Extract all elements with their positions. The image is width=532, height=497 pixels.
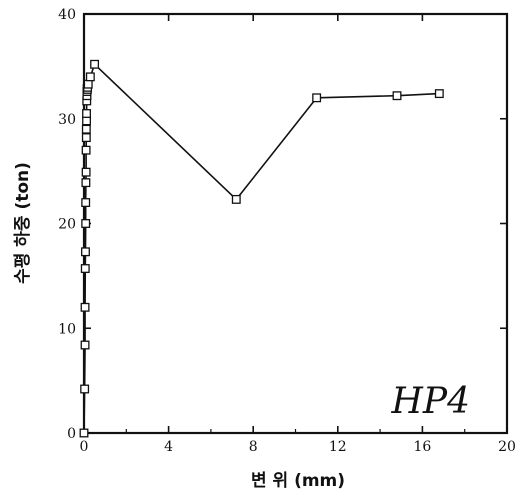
data-point <box>81 133 91 143</box>
x-tick-label: 12 <box>329 439 347 455</box>
axes <box>82 12 509 435</box>
plot-frame <box>82 12 509 435</box>
y-tick-label: 0 <box>67 426 76 442</box>
x-tick-label: 20 <box>498 439 516 455</box>
data-point <box>312 93 322 103</box>
data-point <box>80 264 90 273</box>
data-point <box>231 194 241 204</box>
data-point <box>81 124 91 134</box>
y-axis-title: 수평 하중 (ton) <box>13 162 33 284</box>
data-point <box>392 91 402 101</box>
data-point <box>81 219 91 228</box>
y-tick-label: 20 <box>58 217 76 233</box>
data-points <box>79 59 444 438</box>
data-point <box>81 247 90 257</box>
data-point <box>85 72 95 82</box>
data-point <box>83 79 93 89</box>
series-line <box>83 62 440 434</box>
data-point <box>90 59 100 69</box>
data-point <box>81 198 91 207</box>
data-point <box>82 116 91 126</box>
data-point <box>80 340 90 350</box>
data-point <box>80 302 90 312</box>
chart-annotation: HP4 <box>390 381 470 422</box>
y-tick-label: 30 <box>58 112 76 128</box>
ticks: 0 4 8 12 16 20 0 10 20 30 40 <box>58 7 516 455</box>
data-point <box>434 89 444 99</box>
y-tick-label: 40 <box>58 7 76 23</box>
x-tick-label: 8 <box>249 439 258 455</box>
x-tick-label: 16 <box>413 439 431 455</box>
data-point <box>81 178 91 188</box>
x-tick-label: 0 <box>80 439 89 455</box>
x-tick-label: 4 <box>164 439 173 455</box>
data-point <box>81 167 91 177</box>
x-axis-title: 변 위 (mm) <box>251 471 345 491</box>
data-point <box>82 109 91 118</box>
data-point <box>79 428 89 438</box>
data-point <box>80 384 90 394</box>
y-tick-label: 10 <box>58 321 76 337</box>
data-point <box>81 145 91 155</box>
